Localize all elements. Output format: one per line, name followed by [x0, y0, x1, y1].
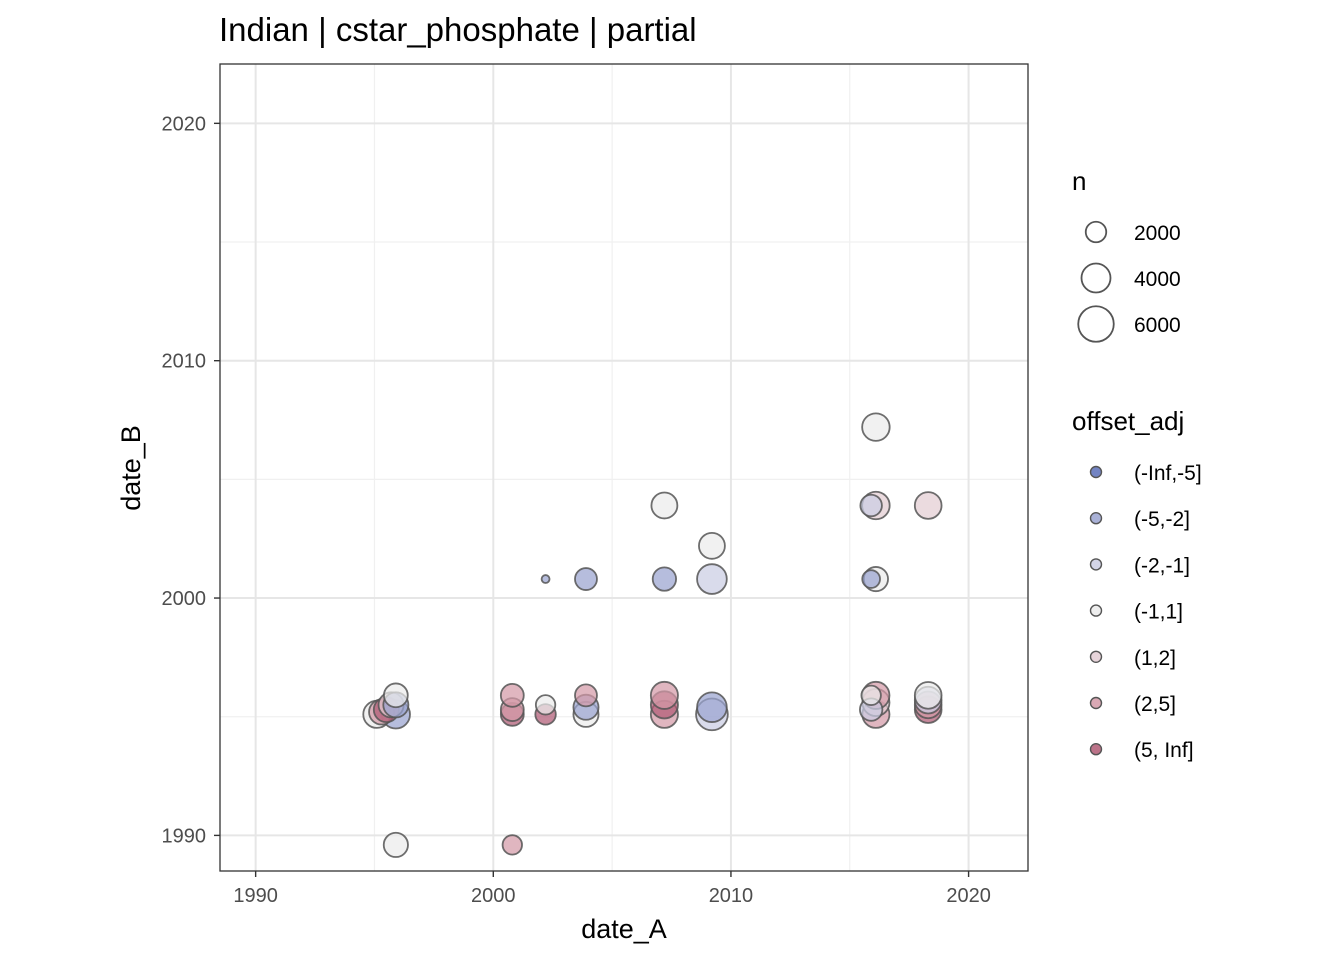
data-point — [696, 691, 728, 723]
panel-border — [219, 63, 1029, 872]
color-legend-label: (2,5] — [1134, 693, 1176, 716]
y-tick-label: 2020 — [162, 113, 207, 135]
data-point — [651, 566, 677, 592]
x-axis-title: date_A — [581, 914, 667, 944]
size-legend: n 2000 4000 6000 — [1072, 166, 1181, 343]
data-point — [540, 574, 551, 584]
size-legend-label: 4000 — [1134, 268, 1181, 291]
data-point — [383, 682, 409, 709]
size-legend-key — [1077, 305, 1115, 343]
color-legend-key — [1089, 696, 1103, 710]
data-point — [698, 531, 726, 560]
data-point — [859, 493, 883, 518]
x-tick-label: 2020 — [946, 885, 991, 907]
data-point — [860, 684, 882, 706]
grid-lines — [220, 64, 1028, 871]
data-point — [861, 569, 881, 589]
data-point — [574, 683, 598, 708]
color-legend-label: (-5,-2] — [1134, 508, 1190, 531]
data-point — [861, 412, 891, 442]
data-point — [913, 681, 943, 710]
color-legend-key — [1089, 558, 1103, 571]
color-legend-label: (-1,1] — [1134, 601, 1183, 624]
x-tick-label: 1990 — [233, 885, 278, 907]
x-tick-label: 2000 — [471, 885, 516, 907]
data-point — [913, 491, 943, 520]
size-legend-key — [1084, 220, 1108, 244]
color-legend-label: (-2,-1] — [1134, 554, 1190, 577]
color-legend-key — [1089, 650, 1103, 663]
data-point — [499, 682, 525, 708]
data-points — [362, 412, 943, 858]
y-tick-label: 2000 — [162, 588, 207, 610]
axes: 1990 2000 2010 2020 1990 2000 2010 2020 — [162, 113, 991, 907]
color-legend-key — [1089, 743, 1103, 756]
data-point — [534, 694, 557, 716]
data-point — [696, 563, 728, 595]
data-point — [501, 834, 523, 856]
size-legend-title: n — [1072, 166, 1086, 196]
y-tick-label: 1990 — [162, 825, 207, 847]
y-tick-label: 2010 — [162, 351, 207, 373]
color-legend-label: (-Inf,-5] — [1134, 462, 1202, 485]
data-point — [574, 567, 598, 591]
color-legend-key — [1089, 512, 1103, 525]
color-legend-key — [1089, 465, 1103, 479]
color-legend-label: (1,2] — [1134, 647, 1176, 670]
size-legend-key — [1080, 262, 1112, 294]
size-legend-label: 6000 — [1134, 314, 1181, 337]
color-legend-title: offset_adj — [1072, 406, 1184, 436]
color-legend: offset_adj (-Inf,-5] (-5,-2] (-2,-1] (-1,1]… — [1072, 406, 1202, 762]
data-point — [650, 491, 679, 520]
data-point — [382, 831, 409, 858]
y-axis-title: date_B — [116, 425, 146, 511]
panel-background — [220, 64, 1028, 871]
size-legend-label: 2000 — [1134, 222, 1181, 245]
x-tick-label: 2010 — [709, 885, 754, 907]
color-legend-label: (5, Inf] — [1134, 739, 1194, 762]
data-point — [649, 680, 679, 710]
chart-title: Indian | cstar_phosphate | partial — [219, 11, 697, 48]
color-legend-key — [1089, 604, 1103, 617]
